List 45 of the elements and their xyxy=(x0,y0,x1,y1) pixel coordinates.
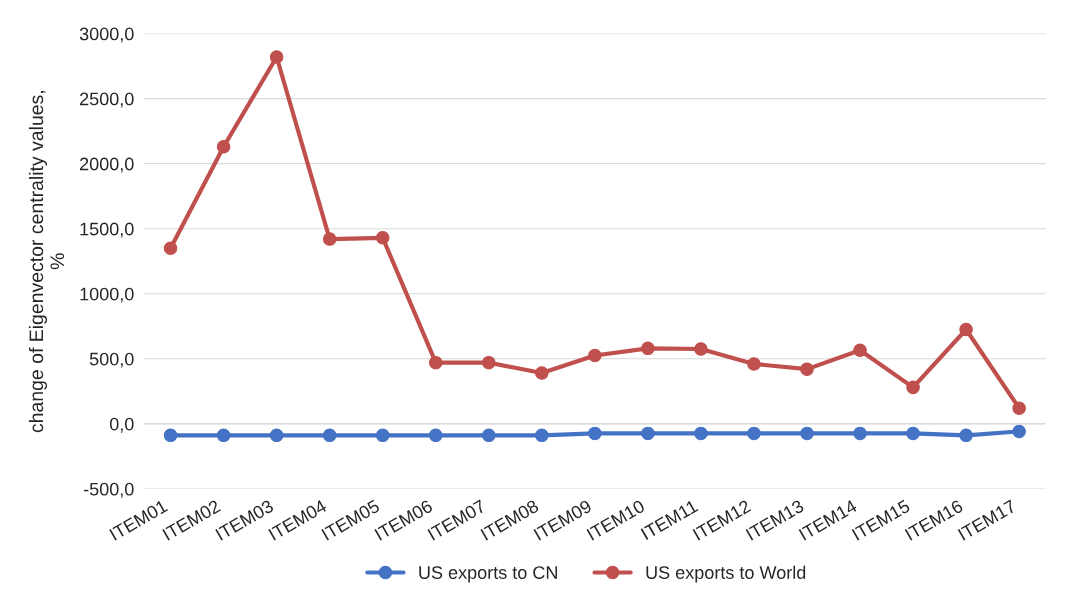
point xyxy=(269,428,284,443)
point xyxy=(482,355,496,370)
y-tick-label: 0,0 xyxy=(109,417,134,433)
point xyxy=(747,426,761,441)
legend-label: US exports to World xyxy=(646,565,806,583)
point xyxy=(800,426,814,441)
point xyxy=(375,428,390,443)
y-tick-label: 1500,0 xyxy=(80,222,134,238)
point xyxy=(694,342,708,356)
point xyxy=(959,322,973,337)
point xyxy=(428,355,443,370)
legend-label: US exports to CN xyxy=(419,566,557,583)
point xyxy=(1012,424,1026,439)
point xyxy=(535,428,549,443)
point xyxy=(906,426,920,441)
point xyxy=(959,428,973,443)
point xyxy=(322,428,337,443)
point xyxy=(853,343,867,358)
point xyxy=(853,426,867,441)
point xyxy=(216,139,231,154)
point xyxy=(800,362,814,376)
y-axis-title: change of Eigenvector centrality values, % xyxy=(28,91,65,433)
point xyxy=(641,426,655,441)
point xyxy=(322,232,337,246)
y-tick-label: 500,0 xyxy=(89,352,134,368)
point xyxy=(269,50,284,64)
point xyxy=(906,380,920,395)
point xyxy=(216,428,231,443)
point xyxy=(428,428,443,443)
point xyxy=(694,426,708,441)
point xyxy=(1012,401,1026,415)
point xyxy=(482,428,496,443)
y-tick-label: 2500,0 xyxy=(80,92,134,108)
point xyxy=(163,241,178,255)
point xyxy=(641,341,655,356)
y-tick-label: 3000,0 xyxy=(79,27,134,43)
point xyxy=(747,357,761,371)
y-tick-label: 2000,0 xyxy=(80,157,134,173)
point xyxy=(535,366,549,380)
y-tick-label: 1000,0 xyxy=(80,287,134,303)
y-tick-label: -500,0 xyxy=(83,482,134,498)
point xyxy=(588,426,602,441)
point xyxy=(588,348,602,363)
point xyxy=(163,428,178,443)
point xyxy=(375,231,390,245)
